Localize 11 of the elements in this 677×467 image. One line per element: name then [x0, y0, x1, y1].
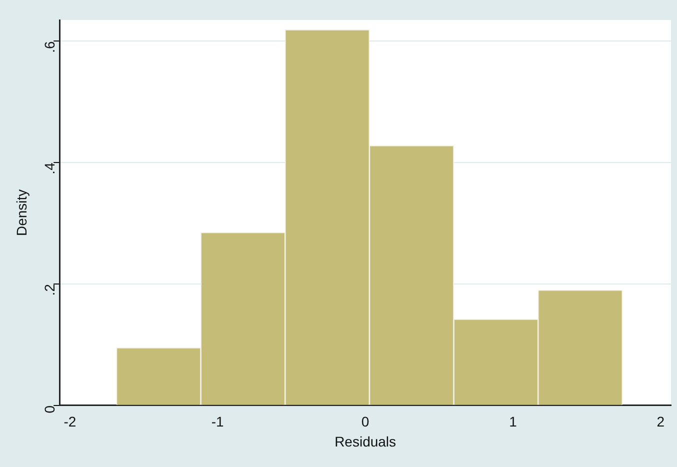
x-tick-label: 2	[656, 414, 665, 430]
x-tick-label: -2	[64, 414, 76, 430]
y-tick-label: .2	[41, 284, 58, 296]
y-axis-title: Density	[13, 189, 30, 236]
y-tick-label: 0	[41, 405, 58, 414]
y-tick-label: .6	[41, 41, 58, 53]
x-tick-label: 1	[509, 414, 518, 430]
x-tick-label: 0	[361, 414, 370, 430]
y-tick-label: .4	[41, 162, 58, 174]
x-axis-title: Residuals	[334, 433, 396, 450]
x-tick-label: -1	[211, 414, 224, 430]
